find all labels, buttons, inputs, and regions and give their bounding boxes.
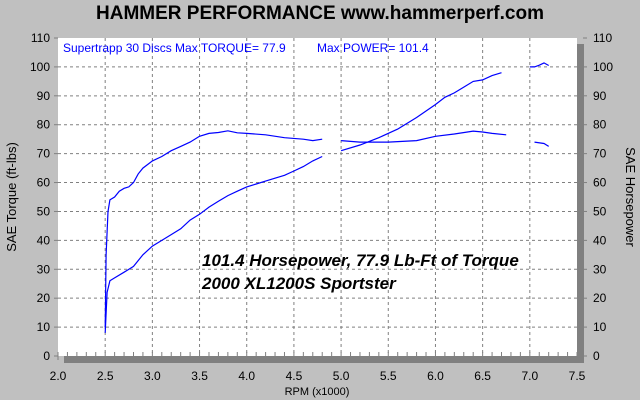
- y-tick-label-left: 80: [37, 118, 51, 132]
- y-tick-label-left: 60: [37, 176, 51, 190]
- y-tick-label-right: 70: [593, 147, 607, 161]
- y-tick-label-right: 100: [593, 60, 613, 74]
- x-tick-label: 5.5: [380, 369, 397, 383]
- x-tick-label: 3.0: [144, 369, 161, 383]
- y-tick-label-left: 0: [43, 349, 50, 363]
- x-tick-label: 2.5: [97, 369, 114, 383]
- annotation-line2: 2000 XL1200S Sportster: [201, 274, 397, 293]
- annotation-max-torque: Supertrapp 30 Discs Max TORQUE= 77.9: [63, 41, 286, 55]
- horsepower-line: [340, 72, 502, 152]
- x-tick-label: 3.5: [191, 369, 208, 383]
- y-tick-label-right: 20: [593, 291, 607, 305]
- x-tick-label: 2.0: [50, 369, 67, 383]
- y-tick-label-left: 10: [37, 320, 51, 334]
- plot-area: [58, 38, 577, 356]
- torque-line: [534, 141, 550, 147]
- x-axis-label: RPM (x1000): [285, 386, 350, 398]
- y-tick-label-left: 110: [31, 31, 50, 45]
- y-tick-label-left: 30: [37, 262, 51, 276]
- y-tick-label-right: 30: [593, 262, 607, 276]
- annotation-max-power: Max POWER= 101.4: [317, 41, 429, 55]
- torque-line: [341, 130, 507, 143]
- y-tick-label-right: 90: [593, 89, 607, 103]
- y-tick-label-left: 20: [37, 291, 51, 305]
- y-axis-label-right: SAE Horsepower: [623, 147, 638, 247]
- y-tick-label-left: 50: [37, 204, 51, 218]
- y-tick-label-left: 70: [37, 147, 51, 161]
- horsepower-line: [104, 155, 323, 333]
- x-tick-label: 6.0: [427, 369, 444, 383]
- y-tick-label-right: 50: [593, 204, 607, 218]
- y-tick-label-right: 60: [593, 176, 607, 190]
- x-tick-label: 4.5: [286, 369, 303, 383]
- x-tick-label: 4.0: [238, 369, 255, 383]
- y-tick-label-right: 10: [593, 320, 607, 334]
- y-tick-label-right: 110: [593, 31, 612, 45]
- x-tick-label: 7.0: [521, 369, 538, 383]
- x-tick-label: 6.5: [474, 369, 491, 383]
- y-tick-label-left: 40: [37, 233, 51, 247]
- y-tick-label-left: 90: [37, 89, 51, 103]
- y-tick-label-left: 100: [30, 60, 50, 74]
- x-tick-label: 7.5: [569, 369, 586, 383]
- y-tick-label-right: 40: [593, 233, 607, 247]
- y-tick-label-right: 80: [593, 118, 607, 132]
- torque-line: [104, 130, 323, 328]
- y-axis-label-left: SAE Torque (ft-lbs): [4, 142, 19, 252]
- horsepower-line: [529, 62, 549, 68]
- x-tick-label: 5.0: [333, 369, 350, 383]
- annotation-line1: 101.4 Horsepower, 77.9 Lb-Ft of Torque: [202, 251, 519, 270]
- chart-title: HAMMER PERFORMANCE www.hammerperf.com: [96, 3, 544, 24]
- y-tick-label-right: 0: [593, 349, 600, 363]
